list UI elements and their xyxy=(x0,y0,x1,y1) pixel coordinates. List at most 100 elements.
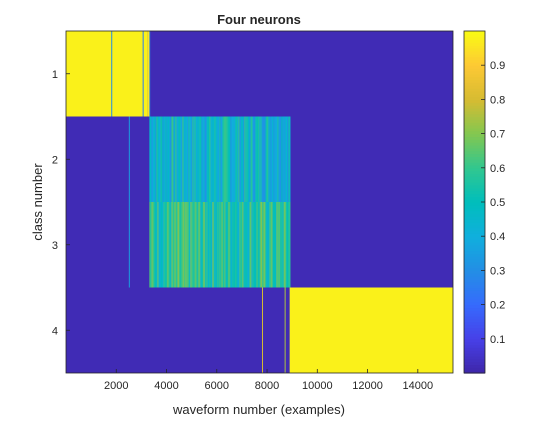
colorbar-tick-label: 0.4 xyxy=(490,231,505,243)
colorbar-swatch xyxy=(464,167,485,172)
segment-stripe xyxy=(256,116,258,202)
colorbar-tick-label: 0.8 xyxy=(490,94,505,106)
segment-stripe xyxy=(263,116,265,202)
segment-stripe xyxy=(274,202,276,288)
segment-stripe xyxy=(231,116,233,202)
colorbar-swatch xyxy=(464,127,485,132)
segment-stripe xyxy=(164,116,166,202)
segment-stripe xyxy=(287,202,289,288)
segment-stripe xyxy=(268,202,270,288)
segment-stripe xyxy=(284,202,286,288)
vertical-stripe xyxy=(142,31,144,117)
segment-stripe xyxy=(202,202,204,288)
segment-stripe xyxy=(212,202,214,288)
colorbar-swatch xyxy=(464,224,485,229)
segment-stripe xyxy=(154,116,156,202)
segment-stripe xyxy=(262,202,264,288)
segment-stripe xyxy=(229,116,231,202)
colorbar-swatch xyxy=(464,162,485,166)
colorbar-swatch xyxy=(464,193,485,197)
colorbar-swatch xyxy=(464,270,485,274)
colorbar-swatch xyxy=(464,213,485,217)
segment-stripe xyxy=(177,202,179,288)
segment-stripe xyxy=(242,116,244,202)
segment-stripe xyxy=(244,116,246,202)
colorbar-swatch xyxy=(464,125,485,129)
segment-stripe xyxy=(163,202,165,288)
plot-area xyxy=(66,31,453,373)
segment-stripe xyxy=(259,116,261,202)
segment-stripe xyxy=(163,116,165,202)
segment-stripe xyxy=(162,116,164,202)
segment-stripe xyxy=(191,116,193,202)
segment-stripe xyxy=(286,202,288,288)
segment-stripe xyxy=(200,202,202,288)
segment-stripe xyxy=(186,202,188,288)
segment-stripe xyxy=(152,116,154,202)
colorbar-swatch xyxy=(464,321,485,326)
colorbar-swatch xyxy=(464,367,485,371)
segment-stripe xyxy=(166,202,168,288)
segment-stripe xyxy=(258,202,260,288)
segment-stripe xyxy=(286,116,288,202)
segment-stripe xyxy=(185,116,187,202)
segment-stripe xyxy=(169,202,171,288)
segment-stripe xyxy=(155,202,157,288)
segment-stripe xyxy=(230,202,232,288)
colorbar-tick-label: 0.7 xyxy=(490,129,505,141)
segment-stripe xyxy=(265,202,267,288)
segment-stripe xyxy=(149,202,151,288)
segment-stripe xyxy=(204,116,206,202)
segment-stripe xyxy=(205,116,207,202)
vertical-stripe xyxy=(111,31,113,117)
segment-stripe xyxy=(219,116,221,202)
segment-stripe xyxy=(288,116,290,202)
segment-stripe xyxy=(234,202,236,288)
colorbar-swatch xyxy=(464,318,485,323)
colorbar-swatch xyxy=(464,45,485,49)
segment-stripe xyxy=(289,116,291,202)
colorbar-swatch xyxy=(464,156,485,160)
colorbar-swatch xyxy=(464,244,485,249)
segment-stripe xyxy=(184,202,186,288)
segment-stripe xyxy=(181,116,183,202)
segment-stripe xyxy=(189,202,191,288)
colorbar-swatch xyxy=(464,179,485,183)
segment-stripe xyxy=(279,116,281,202)
colorbar-swatch xyxy=(464,202,485,206)
colorbar-swatch xyxy=(464,99,485,103)
colorbar-swatch xyxy=(464,333,485,337)
segment-stripe xyxy=(259,202,261,288)
segment-stripe xyxy=(280,116,282,202)
segment-stripe xyxy=(222,202,224,288)
segment-stripe xyxy=(258,116,260,202)
segment-stripe xyxy=(229,202,231,288)
segment-stripe xyxy=(260,116,262,202)
segment-stripe xyxy=(186,116,188,202)
colorbar-swatch xyxy=(464,39,485,43)
colorbar-swatch xyxy=(464,62,485,66)
x-tick-label: 12000 xyxy=(352,380,383,392)
segment-stripe xyxy=(216,202,218,288)
segment-stripe xyxy=(190,116,192,202)
segment-cell xyxy=(147,31,150,117)
colorbar-axis: 0.1 0.2 0.3 0.4 0.5 0.6 0.7 0.8 0.9 xyxy=(481,60,505,346)
colorbar-swatch xyxy=(464,82,485,86)
colorbar-swatch xyxy=(464,142,485,146)
segment-stripe xyxy=(153,202,155,288)
colorbar-swatch xyxy=(464,187,485,192)
segment-stripe xyxy=(217,202,219,288)
segment-stripe xyxy=(246,202,248,288)
y-tick-label: 2 xyxy=(52,154,58,166)
segment-stripe xyxy=(171,202,173,288)
vertical-stripe xyxy=(128,202,130,288)
segment-stripe xyxy=(227,202,229,288)
segment-stripe xyxy=(285,116,287,202)
segment-stripe xyxy=(272,116,274,202)
row-1-segment-1 xyxy=(66,31,148,117)
segment-stripe xyxy=(176,202,178,288)
colorbar-swatch xyxy=(464,173,485,177)
segment-cell xyxy=(289,287,453,373)
colorbar-swatch xyxy=(464,350,485,354)
segment-stripe xyxy=(157,202,159,288)
